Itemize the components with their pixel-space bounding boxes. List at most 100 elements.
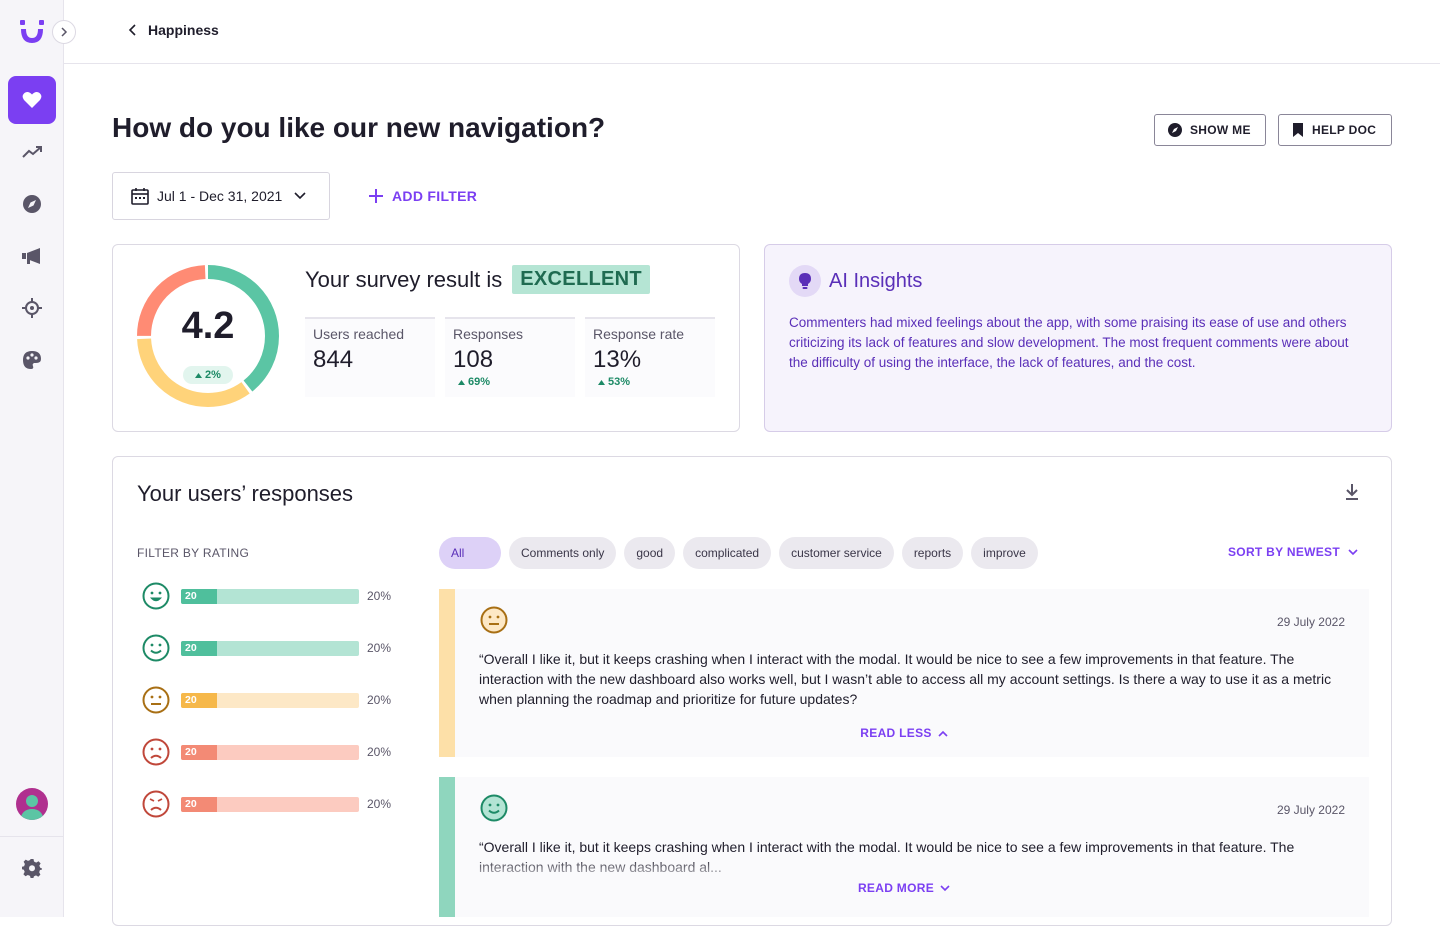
sidebar-item-targeting[interactable] [8,284,56,332]
chip-all[interactable]: All [439,537,501,569]
rating-percent: 20% [367,693,392,707]
rating-filter-neutral[interactable]: 20 20% [141,685,391,715]
sort-label: SORT BY NEWEST [1228,545,1340,559]
neutral-face-icon [142,686,170,714]
read-less-button[interactable]: READ LESS [439,726,1369,740]
caret-up-icon [598,379,605,385]
rating-count: 20 [181,588,217,604]
chip-complicated[interactable]: complicated [683,537,772,569]
show-me-button[interactable]: SHOW ME [1154,114,1266,146]
show-me-label: SHOW ME [1190,123,1251,137]
trend-icon [22,146,42,158]
read-less-label: READ LESS [860,726,932,740]
responses-title: Your users’ responses [137,481,354,506]
survey-result-line: Your survey result is EXCELLENT [305,265,650,294]
rating-bar: 20 [181,640,359,656]
rating-filter-sad[interactable]: 20 20% [141,737,391,767]
read-more-button[interactable]: READ MORE [439,881,1369,895]
rating-percent: 20% [367,589,392,603]
sidebar-item-themes[interactable] [8,336,56,384]
rating-count: 20 [181,692,217,708]
date-range-picker[interactable]: Jul 1 - Dec 31, 2021 [112,172,330,220]
tag-filter-chips: All Comments only good complicated custo… [439,537,1038,569]
sidebar-item-announcements[interactable] [8,232,56,280]
palette-icon [23,351,41,369]
stat-label: Responses [453,326,524,342]
rating-filter-very-sad[interactable]: 20 20% [141,789,391,819]
sort-dropdown[interactable]: SORT BY NEWEST [1228,545,1358,559]
breadcrumb[interactable]: Happiness [128,22,219,38]
crosshair-icon [22,298,42,318]
sidebar-expand-button[interactable] [52,20,76,44]
ai-insights-card: AI Insights Commenters had mixed feeling… [764,244,1392,432]
chip-comments-only[interactable]: Comments only [509,537,617,569]
rating-bar: 20 [181,692,359,708]
rating-filter-very-happy[interactable]: 20 20% [141,581,391,611]
chevron-left-icon [128,24,136,36]
stat-response-rate: Response rate 13% 53% [585,317,715,397]
rating-filter-happy[interactable]: 20 20% [141,633,391,663]
ai-insights-title: AI Insights [829,270,923,292]
gear-icon [22,859,42,878]
add-filter-button[interactable]: ADD FILTER [368,184,477,208]
happy-face-icon [142,634,170,662]
rating-bar: 20 [181,796,359,812]
sidebar-item-explore[interactable] [8,180,56,228]
read-more-label: READ MORE [857,881,935,895]
download-icon[interactable] [1341,481,1363,503]
chip-improve[interactable]: improve [971,537,1038,569]
stat-delta: 69% [453,376,567,388]
help-doc-label: HELP DOC [1312,123,1377,137]
help-doc-button[interactable]: HELP DOC [1278,114,1392,146]
stat-delta-value: 53% [608,376,631,388]
stat-delta: 53% [593,376,707,388]
user-avatar[interactable] [16,788,48,820]
chevron-right-icon [61,27,68,37]
stat-responses: Responses 108 69% [445,317,575,397]
donut-segment [137,265,279,407]
compass-icon [23,195,41,213]
donut-segment [137,265,279,407]
chevron-down-icon [294,192,306,200]
page-title: How do you like our new navigation? [112,112,606,143]
bookmark-icon [1293,123,1303,137]
chip-reports[interactable]: reports [901,537,964,569]
rating-count: 20 [181,796,217,812]
breadcrumb-label: Happiness [148,22,219,38]
result-prefix: Your survey result is [305,266,503,292]
response-fade [455,857,1369,883]
score-delta-badge: 2% [183,366,233,384]
response-item: 29 July 2022 “Overall I like it, but it … [439,589,1369,757]
rating-count: 20 [181,744,217,760]
stat-users-reached: Users reached 844 [305,317,435,397]
response-rating-stripe [439,777,455,917]
rating-percent: 20% [367,641,392,655]
responses-card: Your users’ responses FILTER BY RATING 2… [112,456,1392,926]
ai-icon-badge [789,265,821,297]
neutral-face-icon [480,606,508,634]
chevron-down-icon [940,884,950,891]
megaphone-icon [22,248,40,264]
sad-face-icon [142,738,170,766]
stat-label: Users reached [313,326,405,342]
ai-insights-text: Commenters had mixed feelings about the … [789,315,1349,370]
sidebar-item-settings[interactable] [8,844,56,892]
app-logo[interactable] [18,18,46,46]
add-filter-label: ADD FILTER [392,188,478,204]
rating-bar: 20 [181,588,359,604]
chip-good[interactable]: good [624,537,676,569]
chip-customer-service[interactable]: customer service [779,537,894,569]
sidebar-item-happiness[interactable] [8,76,56,124]
response-item: 29 July 2022 “Overall I like it, but it … [439,777,1369,917]
score-delta-value: 2% [205,369,221,381]
sidebar-divider [0,836,64,837]
avatar-icon [20,795,44,820]
rating-percent: 20% [367,797,392,811]
survey-score-card: 4.2 2% Your survey result is EXCELLENT U… [112,244,740,432]
score-donut-chart [137,265,279,407]
sidebar-item-trends[interactable] [8,128,56,176]
response-text: “Overall I like it, but it keeps crashin… [479,651,1332,707]
rating-percent: 20% [367,745,392,759]
response-date: 29 July 2022 [1276,615,1345,629]
very-happy-face-icon [142,582,170,610]
